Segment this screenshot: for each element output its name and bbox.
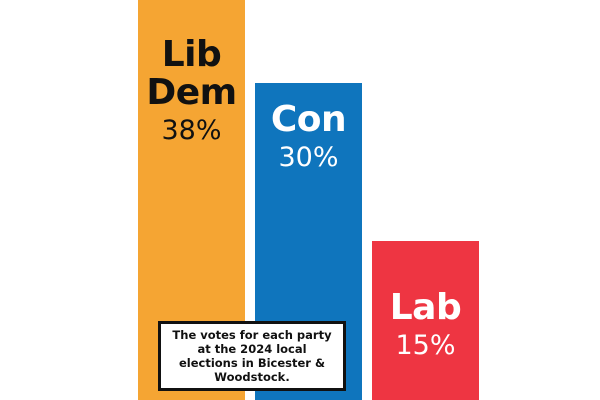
bar-lab xyxy=(372,241,479,400)
category-label: Lib Dem xyxy=(146,34,237,113)
bar-label-lib-dem: Lib Dem 38% xyxy=(138,36,245,148)
value-label: 15% xyxy=(395,330,456,362)
value-label: 38% xyxy=(161,115,222,146)
bar-label-lab: Lab 15% xyxy=(372,289,479,363)
chart-annotation: The votes for each party at the 2024 loc… xyxy=(158,321,346,391)
value-label: 30% xyxy=(278,141,339,173)
category-label: Lab xyxy=(389,287,462,329)
category-label: Con xyxy=(270,98,347,140)
bar-label-con: Con 30% xyxy=(255,98,362,175)
